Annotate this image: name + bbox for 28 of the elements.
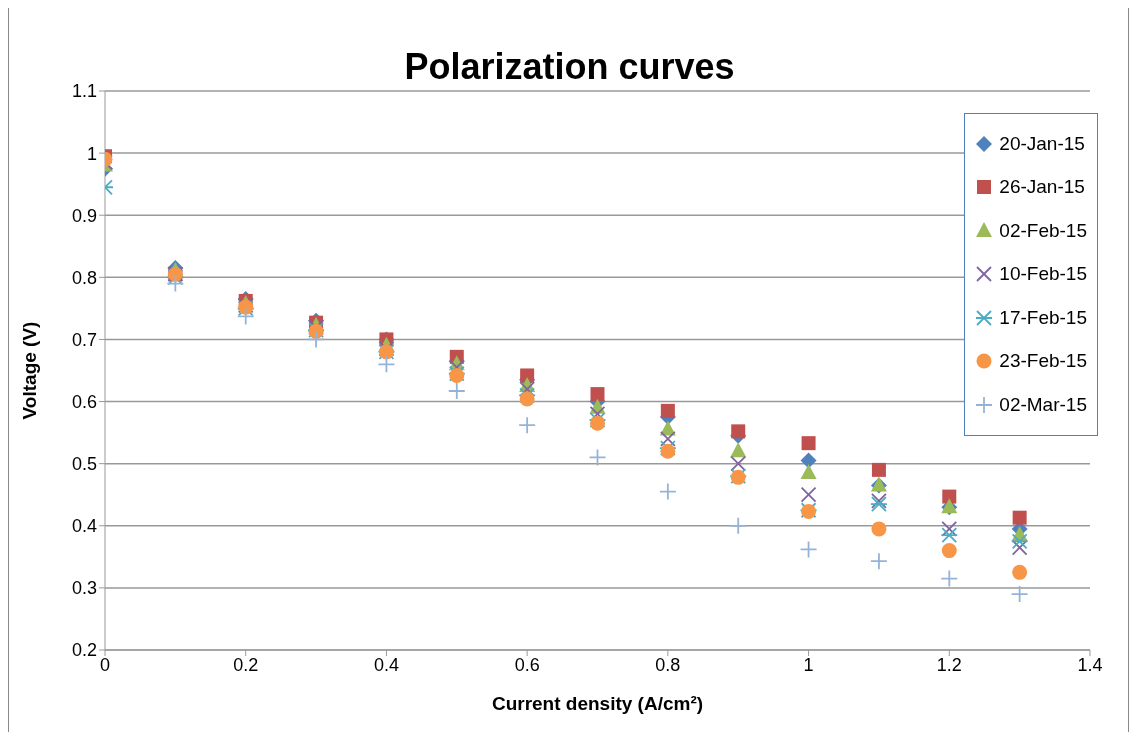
legend-label: 10-Feb-15 [999,263,1087,286]
x-axis-title: Current density (A/cm²) [491,693,704,714]
x-tick-label: 0.4 [373,654,399,675]
y-tick-label: 0.5 [71,454,97,475]
legend-label: 23-Feb-15 [999,350,1087,373]
y-tick-label: 0.9 [71,205,97,226]
y-tick-label: 0.4 [71,516,97,537]
y-tick-label: 1.1 [71,81,97,102]
y-tick-label: 0.8 [71,267,97,288]
x-tick-label: 1.4 [1077,654,1103,675]
x-tick-label: 0.6 [514,654,540,675]
legend-label: 02-Mar-15 [999,393,1087,416]
x-tick-label: 1 [803,654,814,675]
chart-title: Polarization curves [404,46,735,87]
legend-label: 20-Jan-15 [999,132,1085,155]
y-tick-label: 0.6 [71,391,97,412]
y-axis-title: Voltage (V) [18,321,40,420]
x-tick-label: 0.8 [655,654,681,675]
legend-label: 26-Jan-15 [999,176,1085,199]
legend-label: 02-Feb-15 [999,219,1087,242]
x-tick-label: 0 [99,654,111,675]
y-tick-label: 0.7 [71,329,97,350]
x-tick-label: 1.2 [936,654,962,675]
y-tick-label: 0.2 [71,640,97,661]
x-tick-label: 0.2 [233,654,259,675]
legend-label: 17-Feb-15 [999,306,1087,329]
y-tick-label: 0.3 [71,578,97,599]
y-tick-label: 1 [86,143,97,164]
